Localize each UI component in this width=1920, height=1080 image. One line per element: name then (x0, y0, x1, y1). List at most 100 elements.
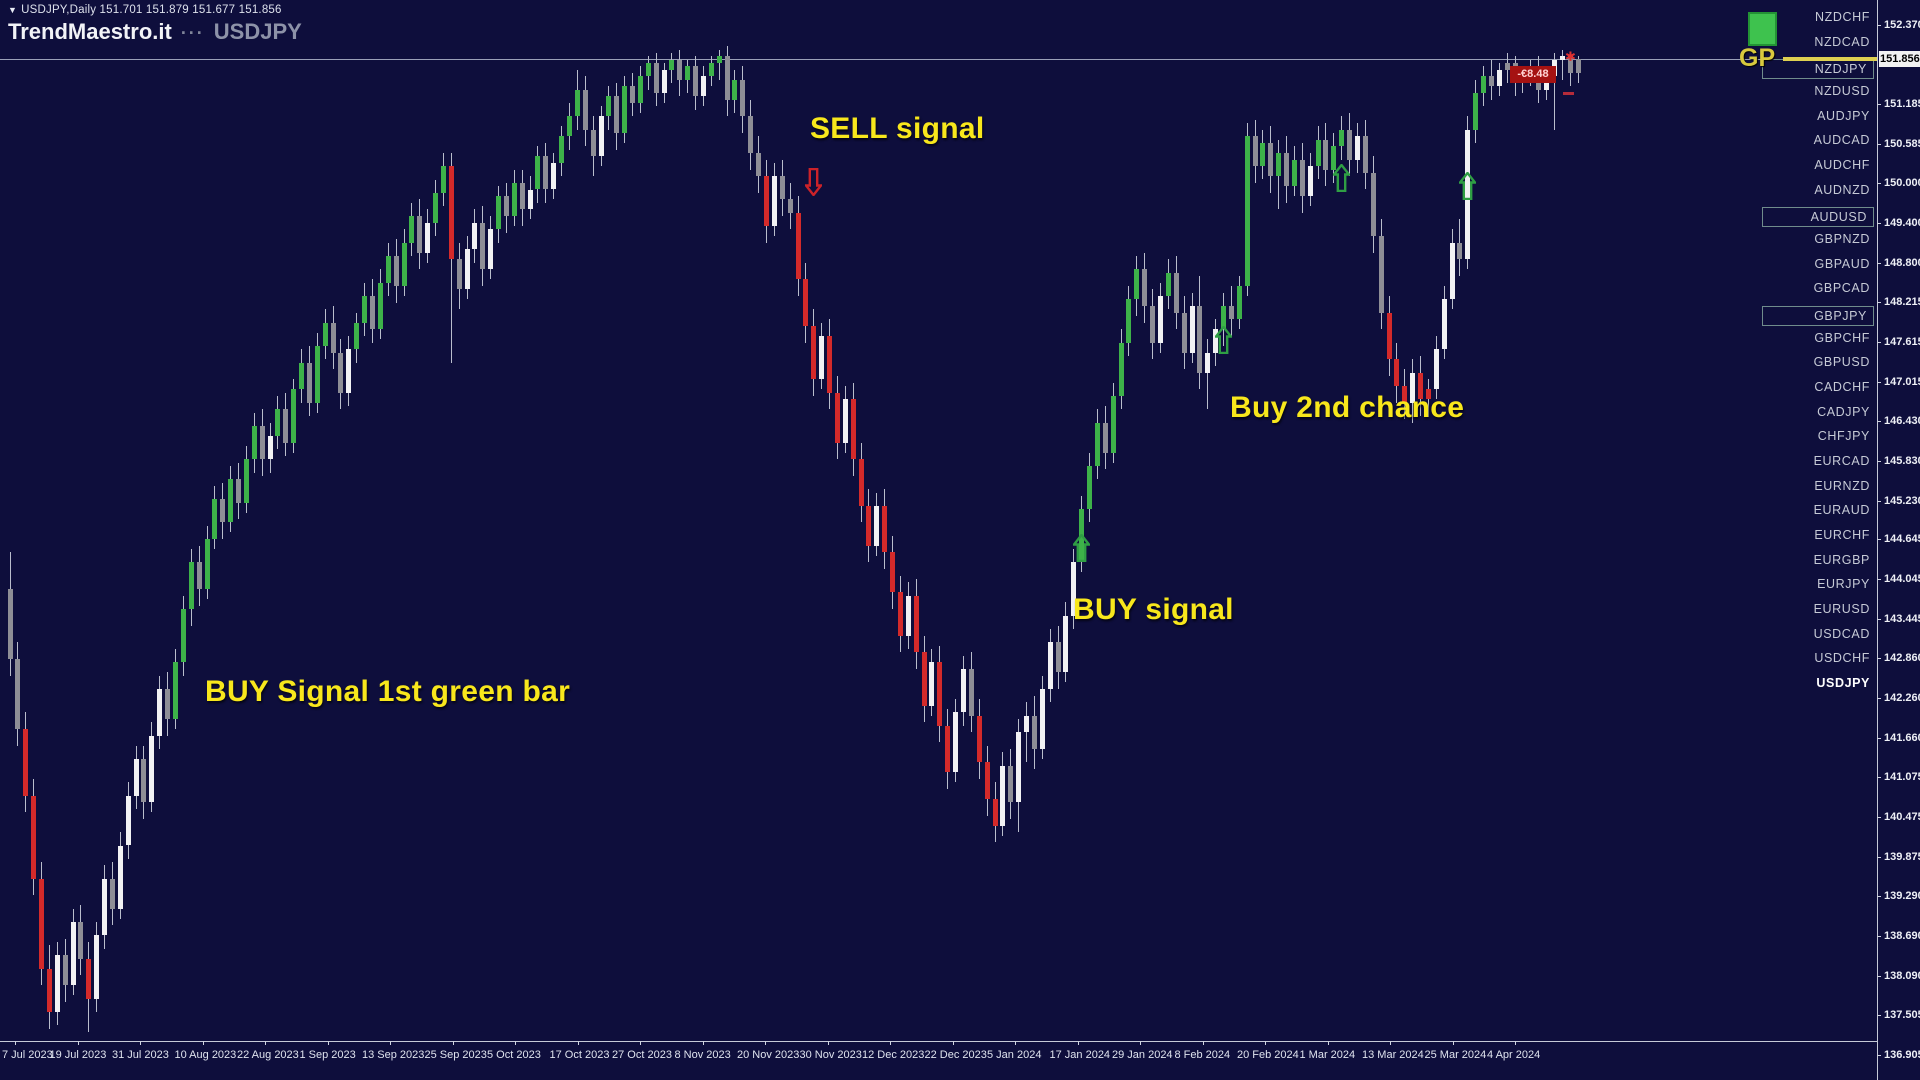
candle-body (1315, 139, 1321, 167)
market-watch-item-gbpnzd[interactable]: GBPNZD (1814, 231, 1870, 246)
time-axis-label: 5 Jan 2024 (987, 1049, 1042, 1061)
market-watch-item-gbpusd[interactable]: GBPUSD (1813, 355, 1870, 370)
candle-body (763, 176, 769, 227)
candle-wick (1553, 52, 1555, 130)
candle-body (102, 878, 108, 936)
market-watch-item-euraud[interactable]: EURAUD (1813, 503, 1870, 518)
market-watch-item-cadchf[interactable]: CADCHF (1814, 379, 1870, 394)
candle-body (661, 69, 667, 93)
market-watch-item-gbpcad[interactable]: GBPCAD (1813, 281, 1870, 296)
candle-body (1150, 306, 1156, 343)
market-watch-item-gbpjpy[interactable]: GBPJPY (1762, 305, 1874, 326)
candle-body (566, 116, 572, 137)
chart-canvas[interactable]: SELL signal BUY signal Buy 2nd chance BUY S… (0, 0, 1877, 1041)
candle-body (1024, 715, 1030, 733)
candle-body (559, 136, 565, 163)
price-tick-label: 147.615 (1884, 335, 1920, 348)
market-watch-item-audchf[interactable]: AUDCHF (1814, 157, 1870, 172)
market-watch-item-nzdcad[interactable]: NZDCAD (1814, 34, 1870, 49)
price-tick-label: 152.370 (1884, 19, 1920, 31)
time-axis-label: 13 Mar 2024 (1362, 1049, 1424, 1061)
buy-signal-arrow-icon (1073, 534, 1091, 563)
candle-body (78, 922, 84, 959)
market-watch-item-nzdchf[interactable]: NZDCHF (1815, 10, 1870, 24)
market-watch-item-usdchf[interactable]: USDCHF (1814, 651, 1870, 666)
market-watch-item-eurcad[interactable]: EURCAD (1813, 453, 1870, 468)
candle-body (1307, 166, 1313, 197)
price-tick-label: 141.075 (1884, 771, 1920, 784)
time-axis-label: 22 Aug 2023 (237, 1049, 299, 1061)
order-close-star-icon: ✱ (1565, 49, 1576, 64)
candle-body (346, 349, 352, 393)
candle-wick (1026, 702, 1028, 763)
candle-body (1047, 642, 1053, 689)
market-watch-item-eurnzd[interactable]: EURNZD (1814, 478, 1870, 493)
price-tick-label: 136.905 (1884, 1048, 1920, 1061)
market-watch-item-gbpaud[interactable]: GBPAUD (1814, 256, 1870, 271)
market-watch-item-eurjpy[interactable]: EURJPY (1817, 577, 1870, 592)
market-watch-item-audnzd[interactable]: AUDNZD (1814, 182, 1870, 197)
time-tick-mark (827, 1041, 829, 1045)
price-tick-mark (1877, 301, 1881, 303)
market-watch-item-audjpy[interactable]: AUDJPY (1817, 108, 1870, 123)
candle-body (1087, 465, 1093, 510)
candle-body (180, 609, 186, 663)
candle-body (117, 845, 123, 909)
brand-line: TrendMaestro.it ··· USDJPY (8, 19, 302, 45)
market-watch-item-eurgbp[interactable]: EURGBP (1813, 552, 1870, 567)
market-watch-item-eurchf[interactable]: EURCHF (1814, 527, 1870, 542)
candle-body (188, 562, 194, 610)
candle-body (913, 595, 919, 653)
candle-body (677, 59, 683, 80)
candle-body (1173, 272, 1179, 313)
chart-annotation-text: BUY Signal 1st green bar (205, 675, 571, 708)
candle-body (1418, 372, 1424, 400)
candle-body (1441, 299, 1447, 350)
price-tick-mark (1877, 817, 1881, 819)
price-tick-label: 145.830 (1884, 454, 1920, 467)
time-tick-mark (265, 1041, 266, 1045)
candle-body (330, 322, 336, 353)
market-watch-item-audusd[interactable]: AUDUSD (1762, 207, 1874, 228)
gp-indicator-square[interactable] (1748, 12, 1777, 46)
candle-body (724, 56, 730, 100)
price-tick-mark (1877, 619, 1881, 621)
time-tick-mark (640, 1041, 641, 1045)
time-tick-mark (1265, 1041, 1266, 1045)
candle-body (1126, 299, 1132, 343)
time-axis-label: 25 Sep 2023 (424, 1049, 487, 1061)
candle-body (1181, 312, 1187, 353)
candle-body (693, 66, 699, 97)
candle-body (385, 256, 391, 283)
candle-body (1236, 286, 1242, 320)
candle-body (748, 116, 754, 153)
candle-body (1299, 159, 1305, 197)
time-tick-mark (702, 1041, 704, 1045)
candle-body (1347, 129, 1353, 160)
market-watch-item-nzdusd[interactable]: NZDUSD (1814, 83, 1870, 98)
market-watch-item-usdcad[interactable]: USDCAD (1813, 626, 1870, 641)
candle-body (1339, 129, 1345, 147)
candle-body (440, 166, 446, 193)
market-watch-item-usdjpy[interactable]: USDJPY (1816, 675, 1870, 690)
candle-body (472, 222, 478, 250)
symbol-ohlc-line: ▼ USDJPY,Daily 151.701 151.879 151.677 15… (8, 4, 302, 16)
price-tick-mark (1877, 936, 1881, 938)
candle-body (1094, 422, 1100, 466)
candle-body (401, 242, 407, 287)
time-axis-label: 8 Nov 2023 (674, 1049, 731, 1061)
price-tick-label: 139.290 (1884, 890, 1920, 903)
candle-body (496, 196, 502, 230)
time-axis-label: 22 Dec 2023 (924, 1049, 987, 1061)
time-axis-label: 8 Feb 2024 (1174, 1049, 1231, 1061)
market-watch-item-chfjpy[interactable]: CHFJPY (1817, 429, 1870, 444)
chevron-down-icon[interactable]: ▼ (8, 5, 18, 15)
market-watch-item-audcad[interactable]: AUDCAD (1813, 133, 1870, 148)
candle-body (606, 96, 612, 117)
market-watch-item-cadjpy[interactable]: CADJPY (1817, 404, 1870, 419)
market-watch-item-gbpchf[interactable]: GBPCHF (1814, 330, 1870, 345)
market-watch-item-eurusd[interactable]: EURUSD (1813, 601, 1870, 616)
market-watch-item-nzdjpy[interactable]: NZDJPY (1762, 59, 1874, 80)
time-tick-mark (1452, 1041, 1454, 1045)
candle-body (425, 222, 431, 253)
